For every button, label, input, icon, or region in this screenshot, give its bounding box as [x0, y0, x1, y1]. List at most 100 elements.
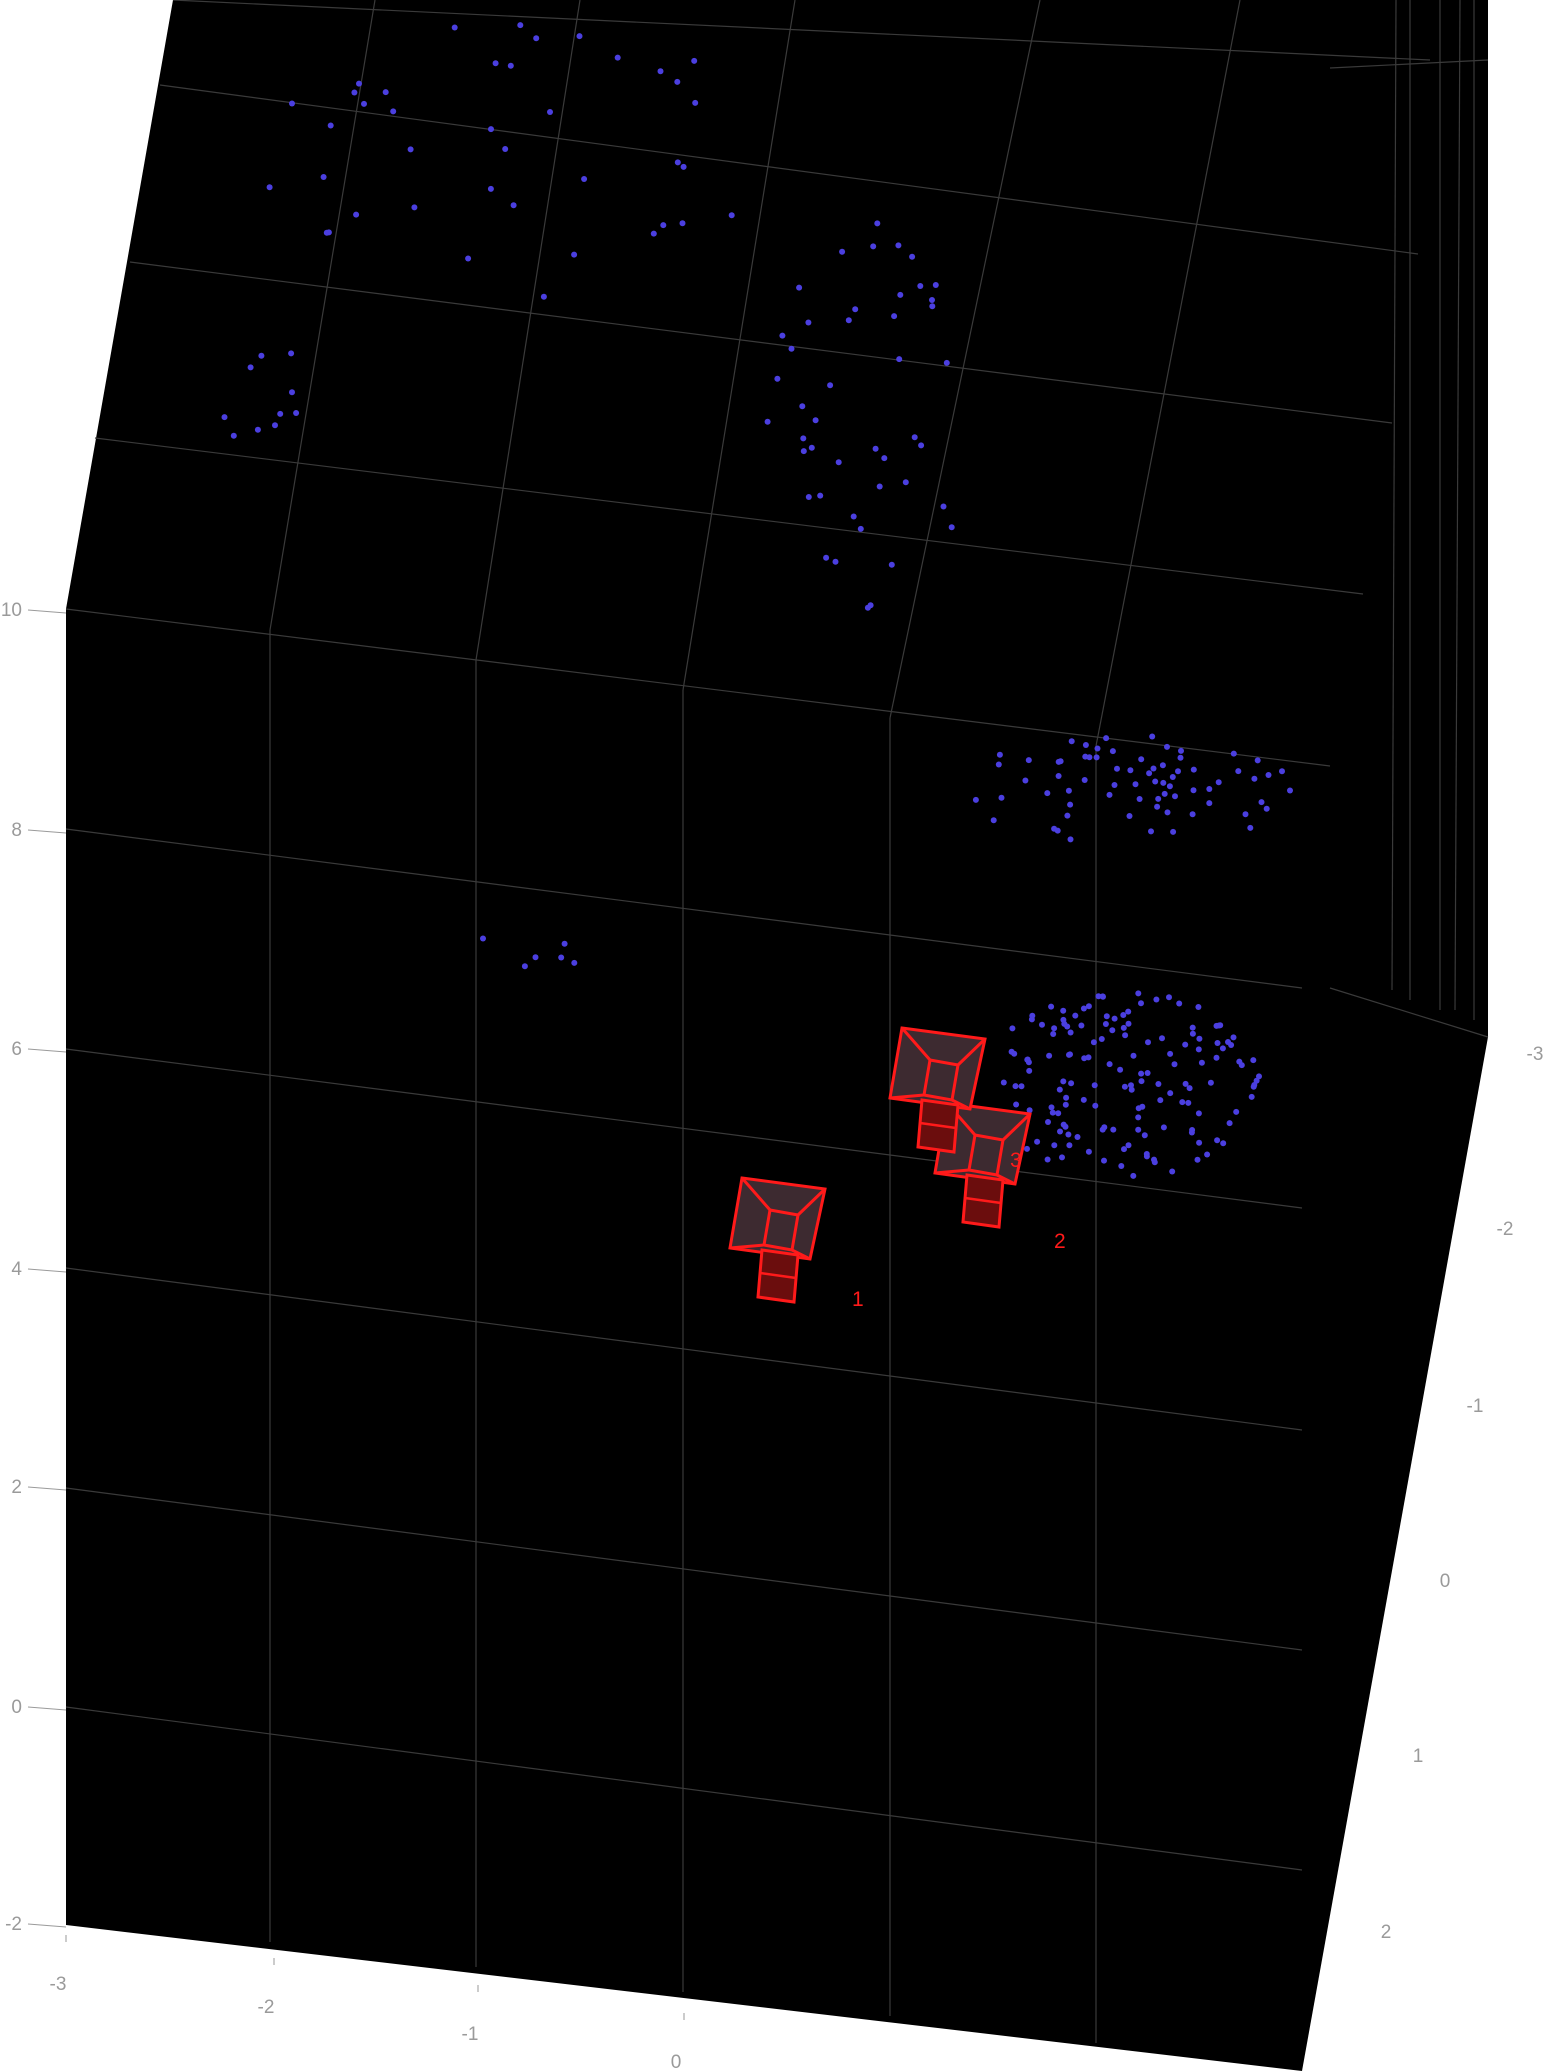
data-point: [293, 410, 300, 416]
data-point: [1230, 1034, 1237, 1041]
data-point: [1242, 811, 1249, 818]
data-point: [1176, 1000, 1183, 1007]
data-point: [1152, 778, 1159, 785]
data-point: [1039, 1021, 1045, 1028]
data-point: [1169, 1168, 1176, 1175]
data-point: [1279, 768, 1285, 775]
data-point: [277, 410, 284, 417]
data-point: [1182, 1080, 1189, 1087]
data-point: [1235, 768, 1242, 775]
data-point: [680, 163, 687, 170]
data-point: [614, 54, 621, 61]
data-point: [918, 442, 925, 449]
data-point: [1189, 811, 1196, 818]
data-point: [1106, 791, 1113, 798]
data-point: [1068, 1080, 1075, 1087]
data-point: [1155, 1081, 1162, 1087]
data-point: [521, 963, 528, 970]
data-point: [1230, 750, 1237, 757]
data-point: [1136, 796, 1143, 802]
data-point: [1182, 1041, 1189, 1048]
data-point: [1125, 1020, 1132, 1027]
data-point: [998, 794, 1005, 801]
data-point: [1189, 1024, 1196, 1031]
data-point: [1074, 1134, 1081, 1140]
data-point: [872, 445, 879, 452]
data-point: [845, 317, 852, 324]
data-point: [1051, 1025, 1058, 1032]
data-point: [1099, 1126, 1106, 1133]
data-point: [1138, 1000, 1144, 1007]
data-point: [1166, 994, 1172, 1001]
data-point: [870, 243, 877, 250]
data-point: [1059, 1154, 1065, 1161]
data-point: [1141, 1132, 1148, 1139]
data-point: [1067, 801, 1074, 808]
data-point: [1127, 767, 1134, 774]
data-point: [1186, 1085, 1193, 1092]
camera-edge: [951, 1098, 971, 1111]
data-point: [351, 89, 358, 96]
data-point: [221, 414, 228, 421]
data-point: [1167, 1050, 1174, 1057]
data-point: [1018, 1083, 1025, 1090]
z-tick-label: 2: [11, 1477, 22, 1498]
data-point: [1065, 1131, 1072, 1138]
data-point: [1195, 1046, 1202, 1053]
grid-line: [1329, 59, 1489, 69]
data-point: [1135, 1114, 1142, 1121]
axis-ticks: -2 0 2 4 6 8 10 -3 -2 -1 0 -3 -2 -1 0 1 2: [1, 600, 1544, 2071]
data-point: [1109, 748, 1116, 755]
data-point: [1213, 1022, 1220, 1029]
data-point: [1121, 1083, 1128, 1090]
data-point: [1110, 1126, 1117, 1133]
data-point: [1206, 786, 1213, 792]
data-point: [510, 202, 517, 209]
data-point: [1194, 1156, 1201, 1163]
data-point: [1169, 774, 1176, 780]
data-point: [940, 503, 947, 510]
data-point: [1206, 800, 1213, 807]
data-point: [1090, 1039, 1097, 1046]
data-point: [1195, 1110, 1202, 1117]
data-point: [692, 99, 699, 106]
data-point: [827, 382, 834, 389]
data-point: [1102, 1021, 1109, 1027]
z-tick-label: 10: [1, 600, 22, 621]
data-point: [1117, 1066, 1124, 1073]
data-point: [929, 297, 935, 303]
data-point: [764, 418, 771, 425]
data-point: [1063, 1094, 1070, 1101]
camera-edge: [796, 1187, 827, 1217]
data-point: [1256, 1073, 1262, 1080]
data-point: [891, 313, 898, 320]
grid-line: [889, 0, 1041, 719]
data-point: [1265, 772, 1272, 778]
z-tick-mark: [27, 829, 67, 834]
data-point: [1164, 809, 1171, 816]
data-point: [1054, 827, 1061, 834]
x-tick-label: -1: [462, 2024, 479, 2045]
data-point: [832, 558, 839, 565]
data-point: [897, 291, 904, 298]
data-point: [1160, 1124, 1167, 1131]
z-tick-mark: [27, 1923, 67, 1928]
data-point: [1198, 1059, 1205, 1066]
data-point: [1138, 1070, 1145, 1077]
data-point: [1065, 787, 1072, 794]
camera-edge: [740, 1177, 772, 1211]
data-point: [660, 222, 667, 229]
grid-line: [159, 84, 1419, 255]
data-point: [411, 204, 418, 211]
z-tick-mark: [27, 1268, 67, 1273]
data-point: [480, 935, 486, 942]
data-point: [1126, 813, 1133, 819]
data-point: [1118, 1163, 1125, 1169]
data-point: [1106, 1061, 1113, 1068]
data-point: [850, 513, 857, 520]
data-point: [1151, 1156, 1157, 1163]
point-cloud: [221, 22, 1293, 1179]
z-tick-mark: [27, 1048, 67, 1053]
data-point: [1067, 1029, 1074, 1036]
